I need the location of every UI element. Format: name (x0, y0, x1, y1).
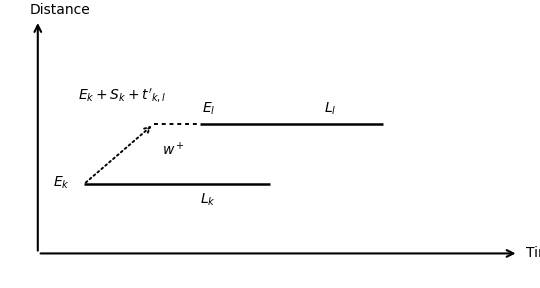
Text: $L_l$: $L_l$ (324, 100, 336, 117)
Text: Time: Time (526, 247, 540, 260)
Text: $w^+$: $w^+$ (162, 141, 185, 158)
Text: $E_k+S_k+t'_{k,l}$: $E_k+S_k+t'_{k,l}$ (78, 87, 167, 105)
Text: $L_k$: $L_k$ (200, 192, 215, 208)
Text: Distance: Distance (30, 3, 91, 17)
Text: $E_k$: $E_k$ (53, 175, 70, 191)
Text: $E_l$: $E_l$ (202, 100, 216, 117)
